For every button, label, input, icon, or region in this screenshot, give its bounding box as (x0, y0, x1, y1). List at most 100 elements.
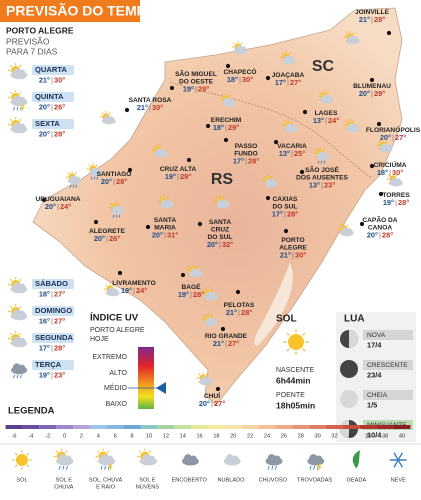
legend-label: NUBLADO (217, 477, 245, 483)
cloud (18, 69, 26, 77)
sunset: 18h05min (276, 400, 315, 410)
phase-name: NOVA (367, 332, 386, 339)
city-name: CANOA (368, 224, 392, 231)
scale-swatch (292, 425, 310, 429)
cloud (12, 282, 21, 291)
scale-label: 22 (247, 433, 253, 439)
temp-max: 25° (294, 149, 305, 158)
sunrise-label: NASCENTE (276, 367, 314, 374)
scale-label: 12 (163, 433, 169, 439)
temp-max: 28° (248, 156, 259, 165)
sun-ray (139, 450, 142, 453)
sun-ray (101, 112, 104, 115)
sun-ray (385, 140, 388, 143)
temp-min: 17° (275, 78, 286, 87)
sun-ray (67, 172, 70, 175)
cloud (240, 46, 246, 52)
scale-swatch (73, 425, 90, 429)
phase-box (363, 360, 413, 370)
scale-label: 8 (131, 433, 134, 439)
city-name: BAGÉ (181, 282, 201, 291)
sun-ray (302, 332, 306, 336)
cloud (315, 455, 323, 463)
temp-min: 20° (39, 129, 50, 138)
sun-ray (160, 145, 163, 148)
legend-label: SOL, CHUVA (89, 477, 123, 483)
cloud (18, 310, 26, 318)
phase-box (363, 330, 413, 340)
scale-swatch (275, 425, 293, 429)
uv-level: MÉDIO (104, 383, 128, 392)
city-name: SÃO MIGUEL (175, 69, 217, 78)
day-box (32, 360, 74, 370)
cloud (283, 55, 291, 62)
sun-ray (105, 284, 108, 287)
temp-max: 29° (180, 172, 191, 181)
cloud (18, 96, 26, 104)
state-border (169, 81, 373, 179)
cloud (309, 454, 318, 463)
sun-ray (352, 32, 355, 35)
cloud (64, 455, 72, 463)
scale-label: 2 (80, 433, 83, 439)
sun-ray (26, 452, 30, 456)
rain (58, 465, 61, 470)
scale-label: 28 (298, 433, 304, 439)
temp-min: 19° (183, 84, 194, 93)
scale-swatch (5, 425, 23, 429)
rain (65, 465, 68, 470)
temp-min: 17° (233, 156, 244, 165)
temp-max: 30° (295, 250, 306, 259)
scale-label: 18 (213, 433, 219, 439)
rain (100, 465, 103, 470)
sun-ray (106, 450, 109, 453)
city-name: ERECHIM (211, 117, 242, 124)
city-name: SANTIAGO (97, 171, 132, 178)
rain (323, 160, 326, 164)
cloud (210, 292, 216, 298)
temp-min: 13° (279, 149, 290, 158)
lagoon (253, 261, 294, 347)
uv-level: EXTREMO (92, 354, 127, 361)
temp-max: 27° (290, 78, 301, 87)
sun-ray (228, 94, 231, 97)
sun-ray (302, 348, 306, 352)
sun-ray (203, 288, 206, 291)
legend-label: NUVENS (136, 484, 160, 490)
uv-bar (138, 347, 154, 409)
sun-ray (345, 120, 348, 123)
temp-min: 21° (137, 103, 148, 112)
cloud (108, 116, 114, 122)
temp-min: 21° (226, 308, 237, 317)
sun-ray (388, 174, 391, 177)
legend-label: TROVOADAS (297, 477, 332, 483)
cloud (341, 227, 349, 234)
lightning (317, 463, 322, 472)
sun-ray (215, 196, 218, 199)
rain (104, 465, 107, 470)
temp-min: 19° (165, 172, 176, 181)
sun-ray (10, 305, 13, 309)
scale-swatch (174, 425, 192, 429)
city-name: LAGES (315, 110, 338, 117)
temp-max: 28° (287, 209, 298, 218)
city-name: ALEGRE (279, 244, 307, 251)
legend-label: GEADA (347, 477, 367, 483)
phase-date: 1/5 (367, 400, 377, 409)
temp-max: 30° (242, 75, 253, 84)
temp-max: 27° (228, 339, 239, 348)
city-name: LIVRAMENTO (112, 280, 155, 287)
cloud (58, 454, 67, 463)
cloud (217, 199, 225, 206)
cloud (267, 454, 276, 463)
cloud (190, 455, 197, 463)
city-dot (205, 123, 211, 129)
temp-max: 27° (54, 316, 65, 325)
sun-ray (263, 175, 266, 178)
scale-swatch (123, 425, 141, 429)
sun-ray (233, 42, 236, 45)
sun-ray (159, 196, 162, 199)
temp-min: 13° (313, 116, 324, 125)
cloud (225, 454, 234, 463)
